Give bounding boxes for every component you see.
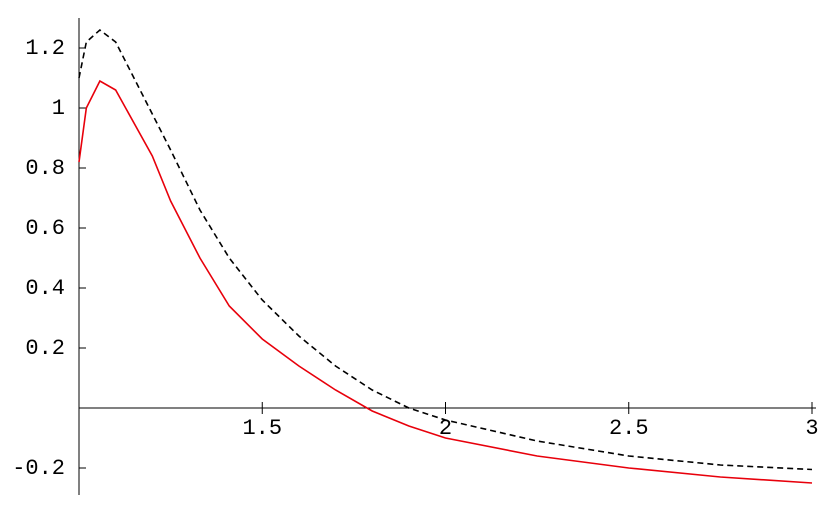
line-series (78, 28, 813, 471)
line-series (78, 79, 813, 484)
y-tick-label: 0.2 (25, 336, 65, 361)
y-tick-label: 1.2 (25, 36, 65, 61)
y-tick-label: -0.2 (12, 456, 65, 481)
y-tick-label: 1 (52, 96, 65, 121)
x-tick-label: 2 (439, 416, 452, 441)
y-tick-label: 0.6 (25, 216, 65, 241)
x-tick-label: 3 (805, 416, 818, 441)
y-tick-label: 0.4 (25, 276, 65, 301)
x-tick-label: 1.5 (242, 416, 282, 441)
y-tick-label: 0.8 (25, 156, 65, 181)
x-tick-label: 2.5 (609, 416, 649, 441)
